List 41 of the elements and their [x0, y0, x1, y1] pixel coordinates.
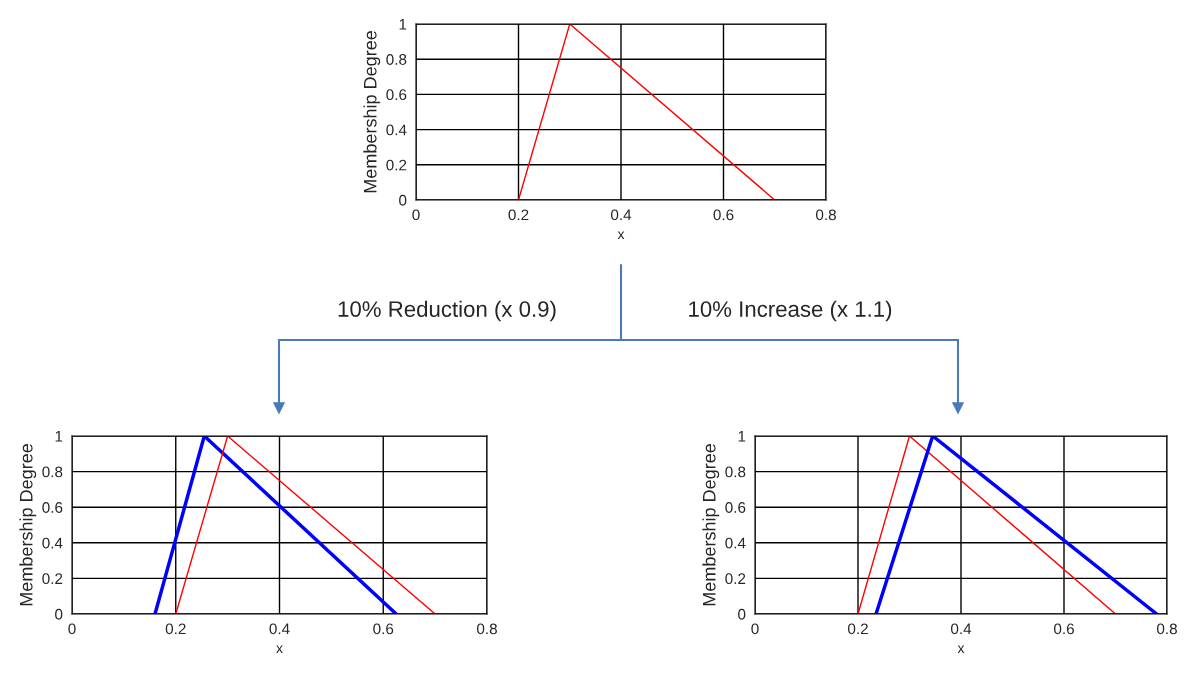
x-tick-label: 0.8 — [1156, 623, 1177, 635]
y-tick-label: 0.6 — [725, 502, 746, 513]
y-tick-label: 0 — [738, 608, 746, 620]
x-tick-label: 0.4 — [269, 623, 290, 635]
y-tick-label: 0.4 — [42, 537, 63, 549]
x-tick-label: 0.2 — [165, 623, 186, 635]
x-tick-label: 0.2 — [508, 209, 529, 221]
y-tick-label: 0.6 — [386, 89, 407, 101]
y-tick-label: 0 — [55, 608, 63, 620]
y-tick-label: 0.6 — [42, 502, 63, 513]
y-tick-label: 0.2 — [725, 573, 746, 585]
y-axis-title: Membership Degree — [363, 31, 381, 193]
x-tick-label: 0.6 — [713, 209, 734, 221]
x-tick-label: 0.4 — [610, 209, 632, 221]
x-tick-label: 0.2 — [847, 623, 868, 635]
y-tick-label: 1 — [738, 431, 746, 442]
x-tick-label: 0.8 — [815, 209, 836, 221]
y-tick-label: 1 — [399, 19, 407, 30]
y-tick-label: 0.2 — [386, 159, 407, 171]
x-tick-label: 0 — [68, 623, 76, 635]
x-axis-title: x — [617, 231, 625, 239]
x-tick-label: 0 — [412, 209, 420, 221]
y-tick-label: 0.2 — [42, 573, 63, 585]
y-tick-label: 0.8 — [725, 466, 746, 478]
y-tick-label: 0.8 — [42, 466, 63, 478]
x-tick-label: 0 — [751, 623, 759, 635]
x-tick-label: 0.6 — [373, 623, 394, 635]
y-tick-label: 1 — [55, 431, 63, 442]
y-axis-title: Membership Degree — [702, 444, 720, 606]
x-tick-label: 0.6 — [1053, 623, 1074, 635]
y-axis-title: Membership Degree — [19, 444, 37, 606]
x-axis-title: x — [276, 645, 283, 653]
y-tick-label: 0 — [399, 194, 407, 206]
y-tick-label: 0.4 — [386, 124, 407, 136]
x-tick-label: 0.8 — [476, 623, 497, 635]
y-tick-label: 0.8 — [386, 54, 407, 65]
text: 10% Increase (x 1.1) — [689, 300, 892, 322]
y-tick-label: 0.4 — [725, 537, 746, 549]
x-tick-label: 0.4 — [950, 623, 972, 635]
x-axis-title: x — [957, 645, 965, 653]
text: 10% Reduction (x 0.9) — [338, 300, 556, 322]
